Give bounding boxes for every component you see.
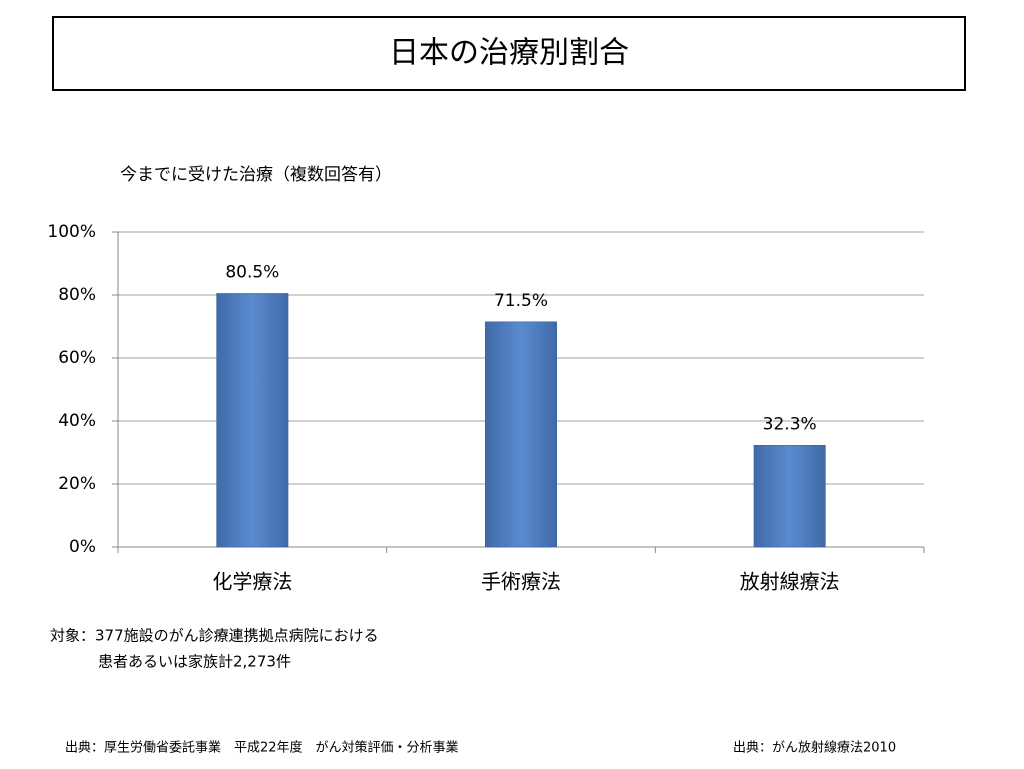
bar	[485, 321, 557, 548]
y-tick-label: 80%	[58, 285, 96, 305]
note: 対象：377施設のがん診療連携拠点病院における	[50, 627, 379, 645]
chart-title: 日本の治療別割合	[389, 36, 629, 71]
title-box	[52, 16, 966, 91]
y-tick-label: 60%	[58, 348, 96, 368]
x-tick-label: 手術療法	[481, 570, 561, 594]
note: 患者あるいは家族計2,273件	[98, 653, 291, 671]
y-tick-label: 0%	[69, 537, 96, 557]
bar	[216, 293, 289, 548]
source: 出典：厚生労働省委託事業 平成22年度 がん対策評価・分析事業	[65, 740, 459, 756]
y-tick-label: 100%	[47, 222, 96, 242]
x-tick-label: 放射線療法	[740, 570, 840, 594]
bar	[753, 445, 826, 548]
source: 出典：がん放射線療法2010	[733, 740, 896, 756]
value-label: 80.5%	[225, 262, 279, 282]
value-label: 71.5%	[494, 291, 548, 311]
value-label: 32.3%	[763, 414, 817, 434]
x-tick-label: 化学療法	[212, 570, 292, 594]
y-tick-label: 20%	[58, 474, 96, 494]
chart-subtitle: 今までに受けた治療（複数回答有）	[120, 165, 392, 185]
y-tick-label: 40%	[58, 411, 96, 431]
